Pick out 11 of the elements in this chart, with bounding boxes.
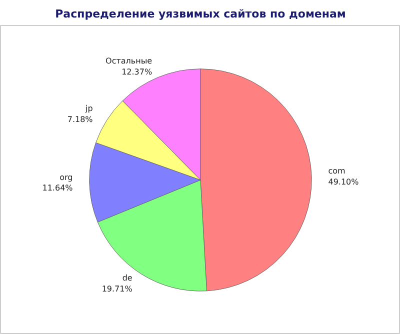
slice-label: org <box>60 172 73 182</box>
slice-label: jp <box>84 104 93 114</box>
slice-label: Остальные <box>106 56 152 66</box>
data-label: 19.71% <box>102 284 133 294</box>
data-label: 7.18% <box>67 114 94 124</box>
slice-label: com <box>328 166 346 176</box>
slice-label: de <box>122 274 132 283</box>
data-label: 49.10% <box>328 177 360 186</box>
data-label: 11.64% <box>42 184 74 193</box>
chart-title: Распределение уязвимых сайтов по доменам <box>55 8 346 20</box>
data-label: 12.37% <box>122 68 152 76</box>
